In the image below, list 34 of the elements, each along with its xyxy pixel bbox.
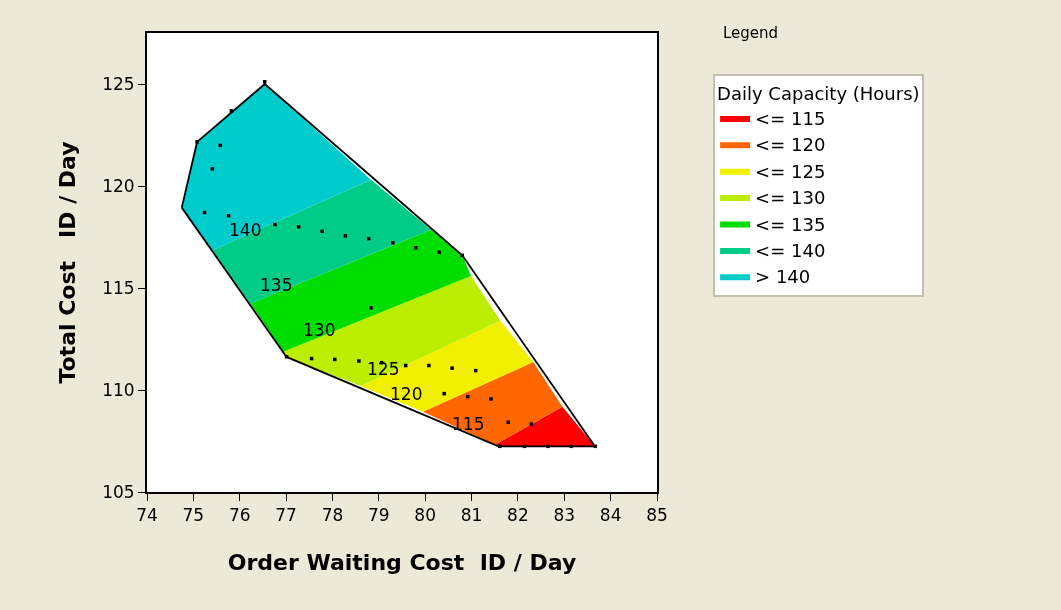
- y-tick-label: 115: [102, 277, 135, 298]
- x-tick-label: 83: [553, 505, 576, 526]
- legend-label: <= 130: [755, 187, 826, 209]
- legend-label: <= 140: [755, 239, 826, 261]
- x-tick-label: 84: [599, 505, 622, 526]
- y-axis-title: Total Cost ID / Day: [55, 141, 81, 384]
- legend-title: Daily Capacity (Hours): [717, 82, 920, 104]
- annotation: 140: [229, 220, 262, 240]
- annotation: 130: [303, 320, 336, 340]
- legend-label: > 140: [755, 266, 811, 288]
- x-tick-label: 81: [460, 505, 483, 526]
- legend-label: <= 120: [755, 134, 826, 156]
- x-tick-label: 82: [507, 505, 529, 526]
- legend-label: <= 135: [755, 213, 826, 235]
- x-tick-label: 75: [182, 505, 205, 526]
- x-tick-label: 76: [228, 505, 251, 526]
- annotation: 115: [452, 414, 485, 434]
- x-tick-label: 74: [136, 505, 158, 526]
- x-tick-label: 77: [275, 505, 297, 526]
- x-tick-label: 80: [414, 505, 436, 526]
- y-tick-label: 120: [102, 175, 135, 196]
- legend-label: <= 125: [755, 160, 826, 182]
- annotation: 125: [367, 359, 400, 379]
- x-tick-label: 79: [368, 505, 390, 526]
- text: Legend: [723, 24, 779, 42]
- legend-label: <= 115: [755, 107, 826, 129]
- x-tick-label: 78: [321, 505, 344, 526]
- y-tick-label: 110: [102, 379, 135, 400]
- annotation: 135: [260, 275, 293, 295]
- x-axis-title: Order Waiting Cost ID / Day: [227, 549, 577, 575]
- annotation: 120: [390, 384, 423, 404]
- x-tick-label: 85: [646, 505, 668, 526]
- y-tick-label: 125: [102, 73, 135, 94]
- y-tick-label: 105: [102, 481, 135, 502]
